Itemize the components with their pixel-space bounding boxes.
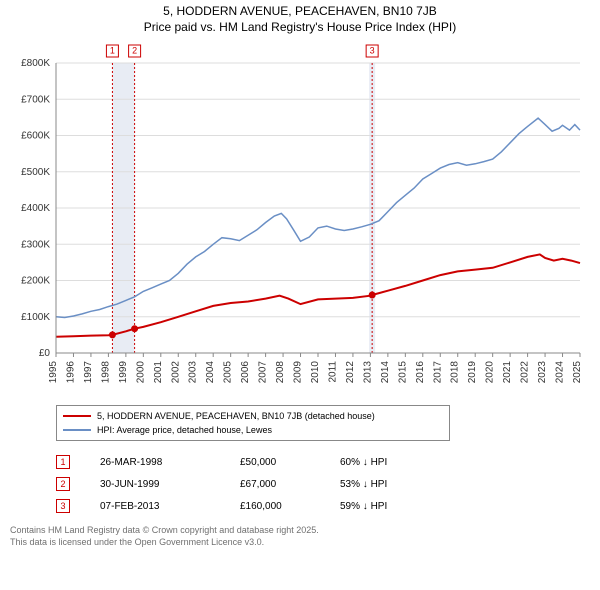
svg-text:2018: 2018 (450, 361, 461, 384)
legend-item-hpi: HPI: Average price, detached house, Lewe… (63, 423, 443, 437)
svg-text:2005: 2005 (223, 361, 234, 384)
line-chart: £0 £100K £200K £300K £400K £500K £600K £700K £80… (10, 39, 590, 399)
svg-text:2014: 2014 (380, 361, 391, 384)
sale-price: £67,000 (240, 479, 340, 490)
svg-text:£0: £0 (39, 348, 51, 359)
footer-line1: Contains HM Land Registry data © Crown c… (10, 525, 590, 537)
sales-table: 1 26-MAR-1998 £50,000 60% ↓ HPI 2 30-JUN… (56, 451, 590, 517)
legend-swatch (63, 415, 91, 417)
svg-text:2016: 2016 (415, 361, 426, 384)
sale-date: 26-MAR-1998 (100, 457, 240, 468)
svg-text:1997: 1997 (83, 361, 94, 384)
svg-text:£700K: £700K (21, 94, 50, 105)
svg-text:2006: 2006 (240, 361, 251, 384)
legend-swatch (63, 429, 91, 431)
svg-text:£300K: £300K (21, 239, 50, 250)
svg-text:2017: 2017 (432, 361, 443, 384)
legend-label: 5, HODDERN AVENUE, PEACEHAVEN, BN10 7JB … (97, 411, 375, 421)
svg-text:£600K: £600K (21, 131, 50, 142)
sale-price: £160,000 (240, 501, 340, 512)
table-row: 1 26-MAR-1998 £50,000 60% ↓ HPI (56, 451, 590, 473)
svg-text:2021: 2021 (502, 361, 513, 384)
table-row: 2 30-JUN-1999 £67,000 53% ↓ HPI (56, 473, 590, 495)
footer-line2: This data is licensed under the Open Gov… (10, 537, 590, 549)
svg-text:2015: 2015 (397, 361, 408, 384)
table-row: 3 07-FEB-2013 £160,000 59% ↓ HPI (56, 495, 590, 517)
svg-text:£100K: £100K (21, 312, 50, 323)
svg-text:2019: 2019 (467, 361, 478, 384)
sale-delta: 60% ↓ HPI (340, 457, 460, 468)
svg-text:1996: 1996 (65, 361, 76, 384)
svg-text:2003: 2003 (188, 361, 199, 384)
svg-text:2020: 2020 (485, 361, 496, 384)
svg-text:£800K: £800K (21, 58, 50, 69)
svg-text:2009: 2009 (293, 361, 304, 384)
sale-date: 30-JUN-1999 (100, 479, 240, 490)
svg-text:1: 1 (110, 46, 115, 56)
chart-area: £0 £100K £200K £300K £400K £500K £600K £700K £80… (10, 39, 590, 399)
svg-text:1998: 1998 (100, 361, 111, 384)
sale-marker-icon: 1 (56, 455, 70, 469)
svg-text:3: 3 (370, 46, 375, 56)
sale-price: £50,000 (240, 457, 340, 468)
svg-text:1999: 1999 (118, 361, 129, 384)
svg-text:£500K: £500K (21, 167, 50, 178)
sale-date: 07-FEB-2013 (100, 501, 240, 512)
svg-text:2025: 2025 (572, 361, 583, 384)
svg-text:2002: 2002 (170, 361, 181, 384)
svg-text:2011: 2011 (327, 361, 338, 383)
svg-text:2013: 2013 (362, 361, 373, 384)
svg-text:2010: 2010 (310, 361, 321, 384)
footer: Contains HM Land Registry data © Crown c… (10, 525, 590, 548)
legend-label: HPI: Average price, detached house, Lewe… (97, 425, 272, 435)
svg-text:2004: 2004 (205, 361, 216, 384)
svg-text:1995: 1995 (48, 361, 59, 384)
legend-item-property: 5, HODDERN AVENUE, PEACEHAVEN, BN10 7JB … (63, 409, 443, 423)
sale-delta: 53% ↓ HPI (340, 479, 460, 490)
svg-text:£200K: £200K (21, 276, 50, 287)
svg-text:2007: 2007 (258, 361, 269, 384)
chart-title: 5, HODDERN AVENUE, PEACEHAVEN, BN10 7JB … (0, 0, 600, 35)
svg-text:2000: 2000 (135, 361, 146, 384)
svg-text:2001: 2001 (153, 361, 164, 384)
svg-text:2023: 2023 (537, 361, 548, 384)
svg-text:2008: 2008 (275, 361, 286, 384)
svg-text:2012: 2012 (345, 361, 356, 384)
svg-text:2024: 2024 (555, 361, 566, 384)
svg-text:2022: 2022 (520, 361, 531, 384)
title-line1: 5, HODDERN AVENUE, PEACEHAVEN, BN10 7JB (0, 4, 600, 20)
sale-marker-icon: 2 (56, 477, 70, 491)
legend: 5, HODDERN AVENUE, PEACEHAVEN, BN10 7JB … (56, 405, 450, 441)
svg-text:2: 2 (132, 46, 137, 56)
title-line2: Price paid vs. HM Land Registry's House … (0, 20, 600, 36)
svg-text:£400K: £400K (21, 203, 50, 214)
sale-marker-icon: 3 (56, 499, 70, 513)
sale-delta: 59% ↓ HPI (340, 501, 460, 512)
